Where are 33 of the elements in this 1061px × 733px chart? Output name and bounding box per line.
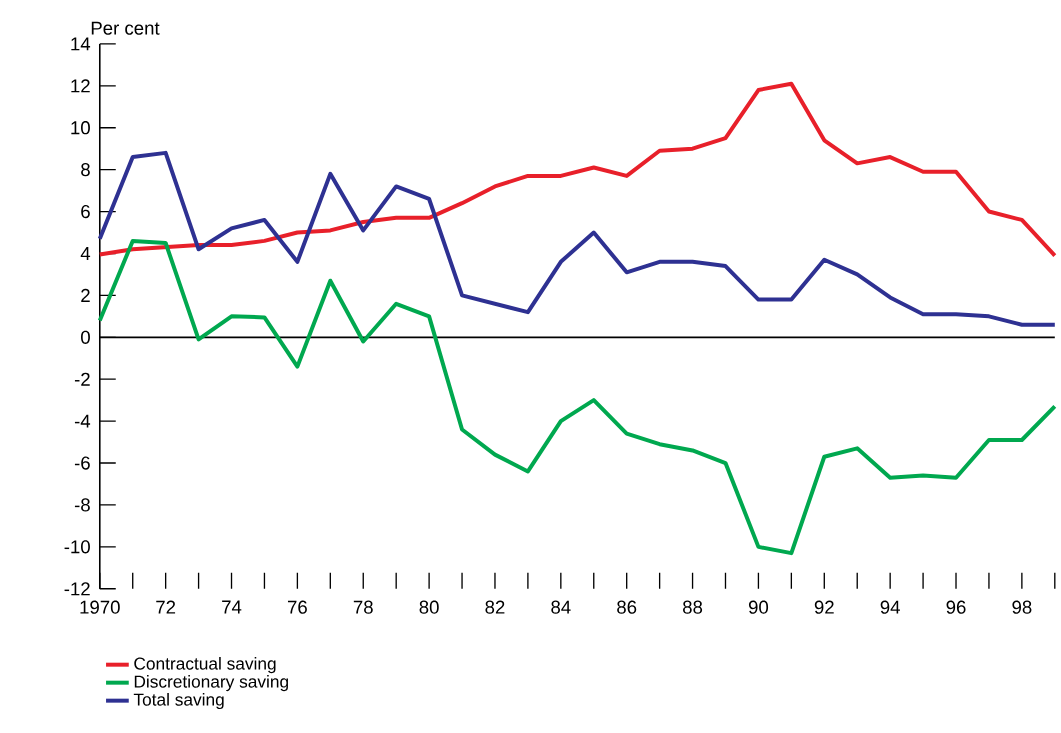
x-tick-label: 90	[748, 600, 769, 614]
y-tick-label: -4	[74, 414, 91, 428]
y-tick-label: -12	[64, 582, 90, 596]
legend-label: Discretionary saving	[134, 674, 289, 691]
y-tick-label: -2	[74, 372, 90, 386]
legend-label: Total saving	[133, 692, 224, 709]
x-tick-label: 96	[946, 600, 966, 614]
x-tick-label: 84	[551, 600, 571, 614]
y-tick-label: -8	[74, 498, 90, 512]
y-tick-label: 10	[71, 120, 90, 135]
y-tick-label: -6	[74, 456, 90, 470]
x-tick-label: 78	[353, 600, 373, 614]
y-axis-title: Per cent	[91, 21, 160, 35]
x-tick-label: 72	[156, 600, 176, 614]
y-tick-label: 4	[80, 246, 91, 260]
y-tick-label: 12	[71, 79, 90, 93]
y-tick-label: 2	[81, 288, 90, 302]
x-tick-label: 1970	[80, 600, 120, 614]
x-tick-label: 76	[287, 600, 307, 614]
legend-label: Contractual saving	[134, 656, 276, 673]
y-tick-label: -10	[64, 540, 90, 554]
x-tick-label: 80	[419, 600, 439, 614]
x-tick-label: 92	[814, 600, 834, 614]
x-tick-label: 98	[1012, 600, 1032, 614]
y-tick-label: 14	[71, 37, 91, 51]
x-tick-label: 86	[617, 600, 637, 614]
y-tick-label: 0	[81, 330, 90, 344]
x-tick-label: 74	[222, 600, 242, 614]
x-tick-label: 82	[485, 600, 505, 614]
x-tick-label: 88	[683, 600, 703, 614]
y-tick-label: 8	[81, 162, 90, 177]
x-tick-label: 94	[880, 600, 900, 614]
y-tick-label: 6	[81, 204, 90, 218]
